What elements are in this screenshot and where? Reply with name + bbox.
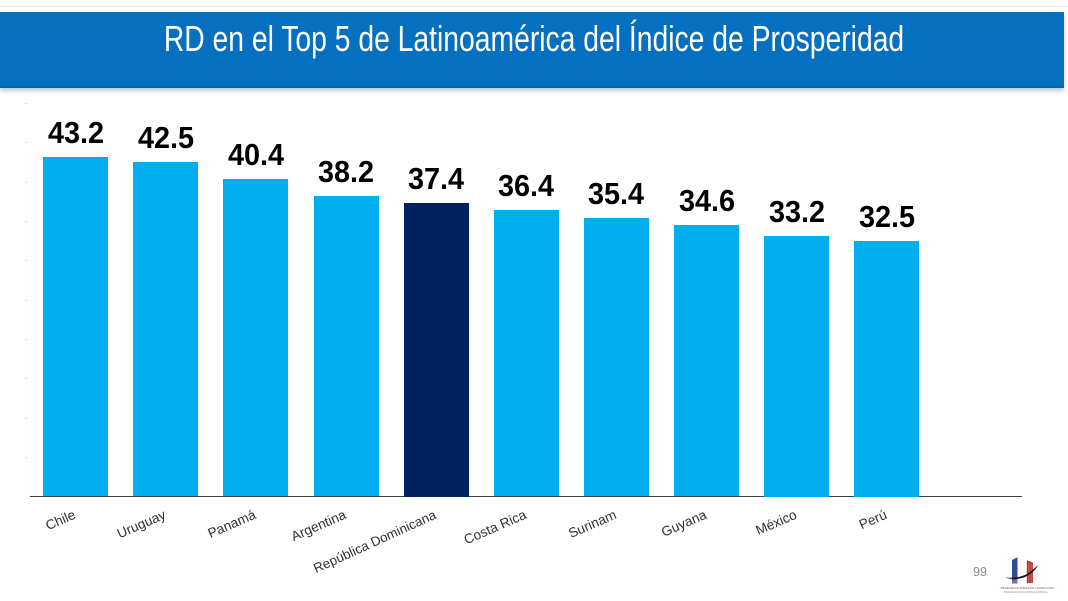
svg-text:Argentina: Argentina <box>289 507 349 544</box>
svg-text:México: México <box>753 507 798 538</box>
svg-text:Surinam: Surinam <box>566 507 618 541</box>
svg-text:HERRAND & SERRANO CONSULTING: HERRAND & SERRANO CONSULTING <box>1001 586 1056 590</box>
svg-text:Perú: Perú <box>857 507 889 532</box>
svg-text:Chile: Chile <box>43 507 77 533</box>
svg-text:Uruguay: Uruguay <box>115 507 168 541</box>
svg-text:Guyana: Guyana <box>659 507 709 540</box>
svg-text:Costa Rica: Costa Rica <box>462 507 529 547</box>
svg-text:INTELIGENCIA ECONOMICA ESTRATE: INTELIGENCIA ECONOMICA ESTRATEGICA DOMIN… <box>1004 591 1048 594</box>
svg-text:Panamá: Panamá <box>206 507 259 541</box>
